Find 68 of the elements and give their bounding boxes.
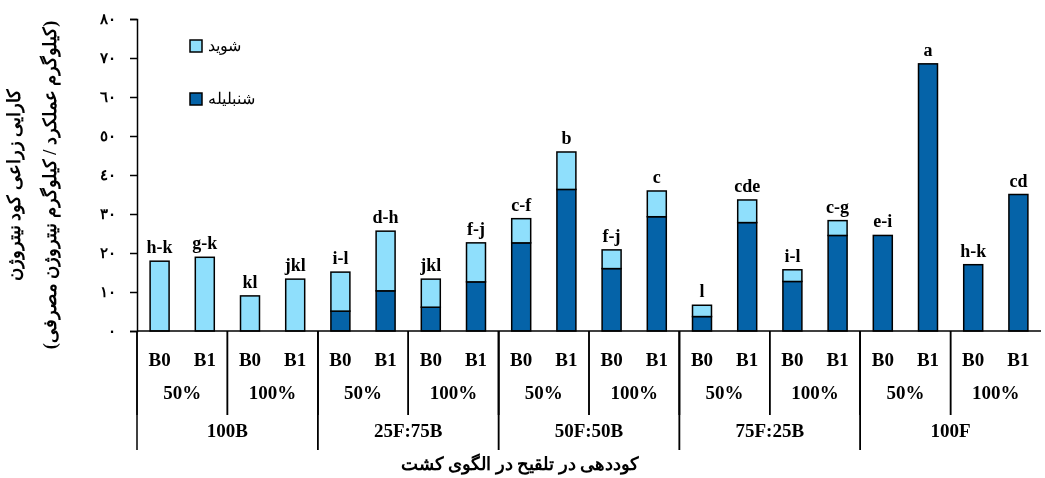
text: c-g: [826, 196, 850, 217]
text: h-k: [146, 237, 173, 258]
text: i-l: [784, 245, 801, 266]
x-tick-label: B0: [600, 349, 623, 371]
x-tick-label: B1: [736, 349, 759, 371]
text: 50%: [886, 382, 925, 403]
y-tick-label: ١٠: [100, 284, 116, 301]
y-tick-label: ٧٠: [99, 50, 116, 67]
text: jkl: [420, 255, 442, 276]
text: 50%: [344, 382, 382, 403]
legend-label: شوید: [208, 37, 241, 55]
text: e-i: [873, 211, 893, 232]
text: b: [561, 127, 572, 148]
x-tick-label: B1: [645, 349, 668, 371]
y-tick-label: ٠: [108, 323, 116, 340]
text: 75F:25B: [735, 420, 805, 441]
text: jkl: [284, 255, 306, 276]
text: 50%: [163, 382, 202, 403]
y-tick-label: ٢٠: [100, 245, 116, 262]
x-tick-label: B1: [826, 349, 849, 371]
text: a: [923, 39, 933, 60]
text: 100%: [791, 382, 839, 403]
text: i-l: [332, 248, 349, 269]
text: 100%: [610, 382, 658, 403]
text: c-f: [511, 194, 532, 215]
y-tick-label: ٤٠: [100, 167, 116, 184]
x-tick-label: B0: [510, 349, 533, 371]
y-tick-label: ٦٠: [100, 89, 116, 106]
text: cd: [1009, 170, 1028, 191]
x-tick-label: B0: [419, 349, 442, 371]
text: d-h: [372, 207, 399, 228]
text: 100%: [972, 382, 1020, 403]
x-tick-label: B1: [916, 349, 940, 371]
x-tick-label: B1: [555, 349, 578, 371]
text: 100%: [429, 382, 478, 403]
x-tick-label: B1: [284, 349, 307, 371]
x-tick-label: B0: [148, 349, 171, 371]
y-tick-label: ٨٠: [99, 11, 116, 28]
x-tick-label: B1: [193, 349, 216, 371]
text: c: [652, 166, 661, 187]
text: g-k: [192, 233, 218, 254]
text: f-j: [602, 225, 621, 246]
y-axis-title: کارایی زراعی کود نیتروژن (کیلوگرم عملکرد / کیلوگرم نیتروژن مصرفی): [4, 20, 61, 350]
text: 100B: [206, 420, 249, 441]
x-tick-label: B0: [329, 349, 352, 371]
x-tick-label: B1: [374, 349, 397, 371]
text: h-k: [960, 240, 987, 261]
text: cde: [734, 175, 761, 196]
x-tick-label: B0: [781, 349, 804, 371]
text: 50F:50B: [554, 420, 624, 441]
text: 50%: [705, 382, 744, 403]
text: kl: [242, 271, 258, 292]
text: 50%: [524, 382, 563, 403]
text: f-j: [467, 218, 485, 239]
text: 100F: [930, 420, 971, 441]
x-tick-label: B1: [1007, 349, 1030, 371]
x-tick-label: B0: [238, 349, 262, 371]
x-tick-label: B1: [464, 349, 488, 371]
x-axis-title: کوددهی در تلقیح در الگوی کشت: [400, 453, 640, 475]
x-tick-label: B0: [962, 349, 985, 371]
y-tick-label: ٥٠: [100, 128, 116, 145]
text: l: [699, 281, 705, 302]
text: 100%: [248, 382, 297, 403]
y-tick-label: ٣٠: [100, 206, 116, 223]
text: 25F:75B: [373, 420, 443, 441]
x-tick-label: B0: [871, 349, 894, 371]
x-tick-label: B0: [690, 349, 714, 371]
legend-label: شنبلیله: [208, 90, 255, 107]
